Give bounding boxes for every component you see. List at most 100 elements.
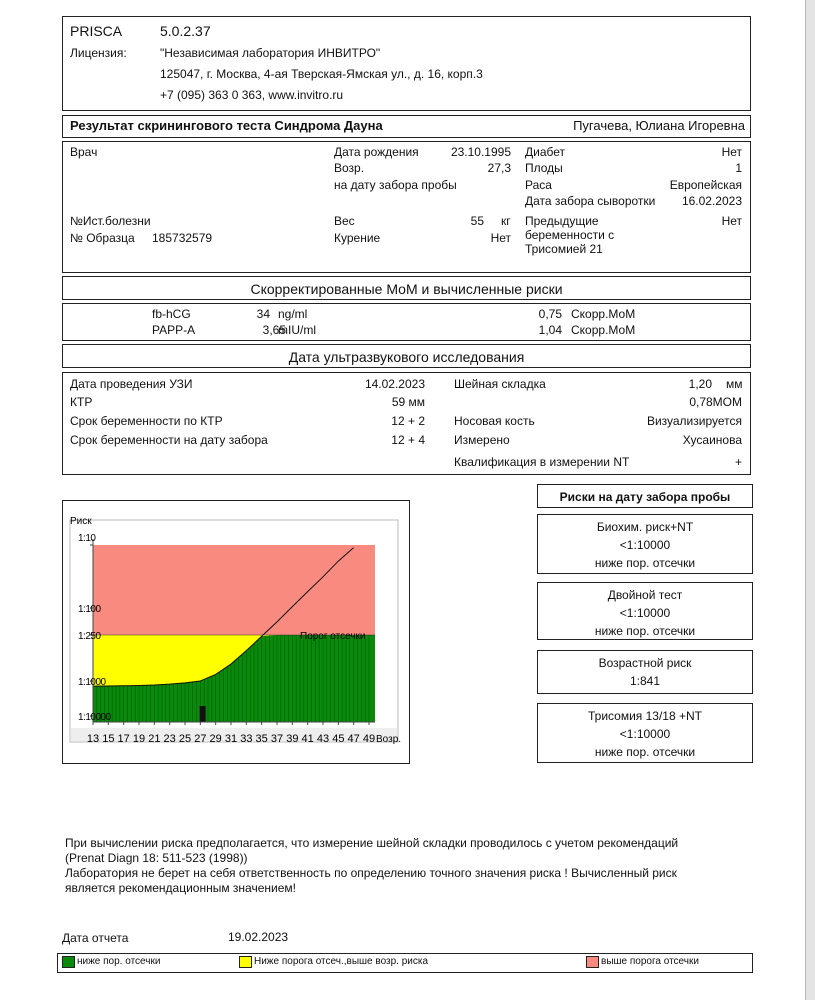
mom-title-box xyxy=(62,276,751,300)
value: + xyxy=(734,455,742,469)
label: Измерено xyxy=(454,433,510,447)
value: 14.02.2023 xyxy=(364,377,425,391)
x-tick-label: 37 xyxy=(271,733,283,745)
risks-title: Риски на дату забора пробы xyxy=(559,490,731,504)
x-tick-label: 35 xyxy=(256,733,268,745)
risks-title-box: Риски на дату забора пробы xyxy=(537,484,753,508)
risk-title: Трисомия 13/18 +NT xyxy=(588,709,702,723)
x-tick-label: 33 xyxy=(240,733,252,745)
us-title-box xyxy=(62,344,751,368)
value: 55 xyxy=(470,214,484,228)
risk-value: 1:841 xyxy=(629,674,661,688)
value: 16.02.2023 xyxy=(681,194,742,208)
risk-value: <1:10000 xyxy=(619,606,671,620)
value: 23.10.1995 xyxy=(450,145,511,159)
x-tick-label: 27 xyxy=(194,733,206,745)
risk-value: <1:10000 xyxy=(619,727,671,741)
patient-age-marker xyxy=(199,706,206,722)
label: Срок беременности на дату забора xyxy=(70,433,268,447)
us-box xyxy=(62,372,751,475)
value: 185732579 xyxy=(152,231,213,245)
label: Дата забора сыворотки xyxy=(525,194,656,208)
zone-above-threshold xyxy=(93,545,375,635)
value: Хусаинова xyxy=(682,433,742,447)
mom-label: Скорр.МоМ xyxy=(571,323,636,337)
legend-label: ниже пор. отсечки xyxy=(77,956,161,967)
legend-swatch xyxy=(586,956,599,968)
risk-note: ниже пор. отсечки xyxy=(594,624,696,638)
legend-box xyxy=(57,953,753,973)
value: Европейская xyxy=(669,178,742,192)
address: 125047, г. Москва, 4-ая Тверская-Ямская … xyxy=(160,67,483,81)
y-tick-label: 1:10 xyxy=(78,533,96,544)
value: 1,20 xyxy=(688,377,712,391)
note-line: (Prenat Diagn 18: 511-523 (1998)) xyxy=(65,851,248,865)
x-tick-label: 29 xyxy=(210,733,222,745)
value: 12 + 4 xyxy=(391,433,425,447)
label: Носовая кость xyxy=(454,414,535,428)
value: 3,65 xyxy=(262,323,286,337)
value: 27,3 xyxy=(487,161,511,175)
label: Диабет xyxy=(525,145,566,159)
x-tick-label: 15 xyxy=(102,733,114,745)
label: Вес xyxy=(334,214,355,228)
x-tick-label: 41 xyxy=(302,733,314,745)
marker: PAPP-A xyxy=(152,323,196,337)
product: PRISCA xyxy=(70,23,123,39)
label: Плоды xyxy=(525,161,563,175)
report-date: 19.02.2023 xyxy=(228,930,289,944)
note-line: является рекомендационным значением! xyxy=(65,881,296,895)
y-axis-label: Риск xyxy=(70,516,92,527)
x-tick-label: 17 xyxy=(118,733,130,745)
risk-value: <1:10000 xyxy=(619,538,671,552)
risk-chart: Порог отсечки Риск 1:10 1:100 1:250 1:1000 1:1… xyxy=(69,516,401,745)
value: 34 xyxy=(256,307,270,321)
risk-title: Возрастной риск xyxy=(598,656,692,670)
axis-band xyxy=(71,728,397,741)
section-title: Скорректированные МоМ и вычисленные риск… xyxy=(250,281,563,297)
label: Возр. xyxy=(334,161,365,175)
value: Визуализируется xyxy=(646,414,742,428)
marker: fb-hCG xyxy=(152,307,191,321)
version: 5.0.2.37 xyxy=(160,23,211,39)
unit: кг xyxy=(501,214,511,228)
phone: +7 (095) 363 0 363, www.invitro.ru xyxy=(160,88,344,102)
legend-swatch xyxy=(239,956,252,968)
mom-label: Скорр.МоМ xyxy=(571,307,636,321)
risk-note: ниже пор. отсечки xyxy=(594,745,696,759)
label: № Образца xyxy=(70,231,135,245)
unit: мм xyxy=(726,377,743,391)
x-tick-label: 47 xyxy=(348,733,360,745)
legend-label: выше порога отсечки xyxy=(601,956,699,967)
label: Дата проведения УЗИ xyxy=(70,377,193,391)
mom-box xyxy=(62,303,751,341)
value: 12 + 2 xyxy=(391,414,425,428)
risk-box: Двойной тест <1:10000 ниже пор. отсечки xyxy=(537,582,753,640)
result-title: Результат скринингового теста Синдрома Д… xyxy=(70,119,383,133)
mom: 0,75 xyxy=(538,307,562,321)
x-tick-label: 25 xyxy=(179,733,191,745)
patient-name: Пугачева, Юлиана Игоревна xyxy=(573,118,745,133)
x-tick-label: 31 xyxy=(225,733,237,745)
label: Дата рождения xyxy=(334,145,419,159)
x-tick-label: 23 xyxy=(164,733,176,745)
note-line: Лаборатория не берет на себя ответственн… xyxy=(65,866,677,880)
report-date-label: Дата отчета xyxy=(62,931,129,945)
notes: При вычислении риска предполагается, что… xyxy=(65,836,678,896)
value: 59 мм xyxy=(391,395,425,409)
section-title: Дата ультразвукового исследования xyxy=(288,349,525,365)
mom: 1,04 xyxy=(538,323,562,337)
value: Нет xyxy=(721,145,742,159)
unit: ng/ml xyxy=(278,307,308,321)
value: 0,78MOM xyxy=(689,395,742,409)
label: Квалификация в измерении NT xyxy=(454,455,630,469)
license-label: Лицензия: xyxy=(70,46,127,60)
x-tick-label: 49 xyxy=(363,733,375,745)
x-tick-label: 43 xyxy=(317,733,329,745)
risk-box: Биохим. риск+NT <1:10000 ниже пор. отсечки xyxy=(537,514,753,574)
legend-label: Ниже порога отсеч.,выше возр. риска xyxy=(254,956,429,967)
x-tick-label: 39 xyxy=(286,733,298,745)
label: на дату забора пробы xyxy=(334,178,457,192)
y-tick-label: 1:250 xyxy=(78,631,101,642)
unit: mIU/ml xyxy=(278,323,316,337)
